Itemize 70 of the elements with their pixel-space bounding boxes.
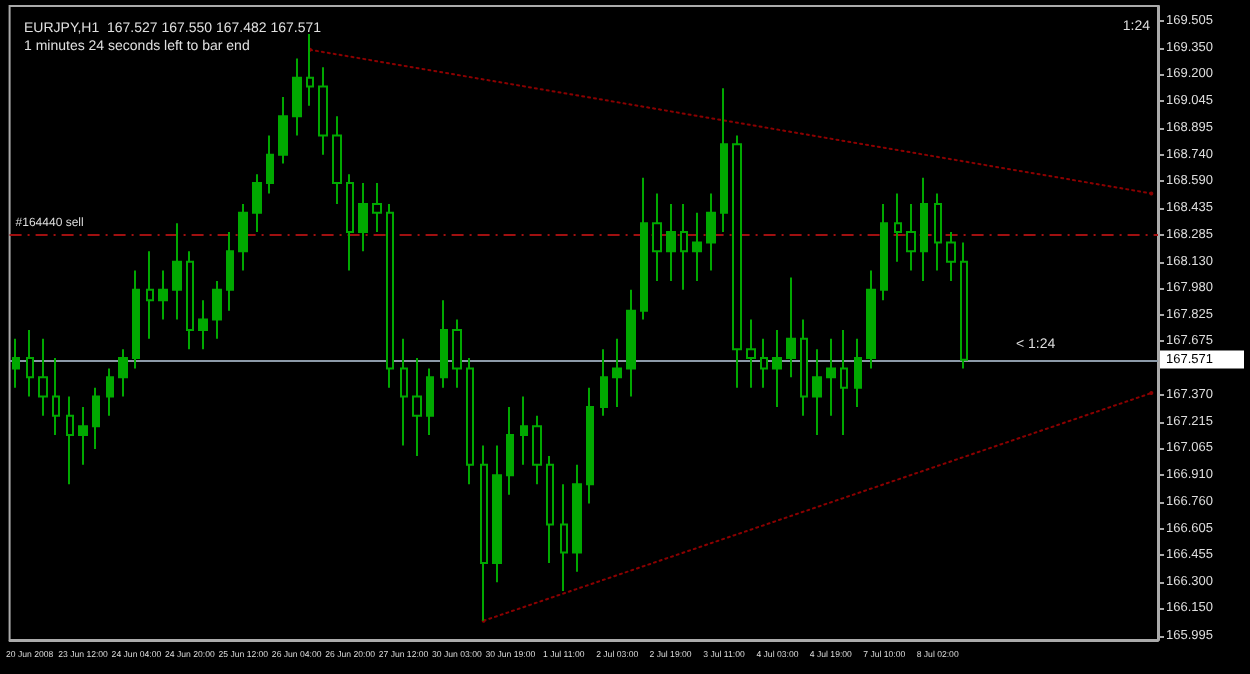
candlestick: [560, 483, 568, 592]
candlestick: [626, 288, 636, 398]
candlestick: [652, 192, 662, 282]
candlestick: [198, 299, 208, 351]
candlestick: [386, 202, 394, 389]
candlestick: [212, 279, 222, 340]
candlestick: [52, 357, 60, 437]
candlestick: [786, 276, 796, 379]
candlestick: [946, 230, 956, 282]
candlestick: [506, 406, 514, 496]
candlestick: [238, 202, 248, 272]
candlestick: [358, 181, 368, 253]
candlestick: [132, 269, 140, 370]
candlestick: [466, 357, 474, 486]
candlestick: [426, 367, 434, 437]
candlestick: [106, 367, 114, 417]
candlestick: [760, 337, 768, 389]
candlestick: [894, 192, 902, 263]
candlestick: [346, 173, 354, 272]
candlestick: [26, 329, 34, 398]
candlestick: [440, 299, 448, 389]
candlestick: [78, 406, 88, 466]
candlestick: [840, 329, 848, 437]
candlestick: [186, 250, 194, 351]
candlestick: [920, 176, 928, 282]
candlestick: [400, 337, 408, 447]
candlestick: [732, 134, 742, 389]
candlestick: [158, 269, 168, 321]
candlestick: [226, 230, 234, 312]
candlestick: [252, 173, 262, 233]
candlestick: [826, 337, 836, 417]
candlestick: [706, 192, 716, 272]
candlestick: [118, 348, 128, 398]
candlestick: [612, 337, 622, 409]
candlestick: [318, 66, 328, 156]
candlestick: [520, 395, 528, 466]
candlestick: [532, 414, 542, 486]
candlestick: [412, 357, 422, 458]
candlestick: [66, 395, 74, 486]
candlestick: [640, 176, 648, 321]
candlestick: [720, 87, 728, 233]
candlestick: [92, 386, 100, 451]
candlestick: [680, 202, 688, 291]
candlestick: [12, 337, 20, 389]
candlestick: [906, 202, 916, 272]
candlestick: [960, 241, 968, 370]
candlestick: [746, 318, 756, 389]
candlestick: [266, 134, 274, 195]
candlestick: [546, 455, 554, 564]
candlestick: [854, 337, 862, 409]
candlestick: [292, 57, 302, 137]
candlestick: [800, 318, 808, 417]
candlestick: [38, 337, 48, 417]
candlestick: [812, 348, 822, 437]
candlestick: [586, 386, 594, 505]
candlestick: [332, 115, 342, 205]
candlestick: [666, 202, 676, 282]
candlestick: [772, 329, 782, 409]
candlestick: [600, 348, 608, 417]
candlestick: [572, 463, 582, 573]
candlestick: [372, 181, 382, 233]
candlestick: [492, 444, 502, 584]
candlestick: [452, 318, 462, 389]
candlestick: [880, 202, 888, 302]
candlestick: [866, 269, 876, 370]
candlestick: [146, 250, 154, 340]
candlestick: [692, 211, 702, 282]
candlestick: [172, 222, 182, 321]
candlestick: [278, 96, 288, 165]
candlestick: [934, 192, 942, 272]
